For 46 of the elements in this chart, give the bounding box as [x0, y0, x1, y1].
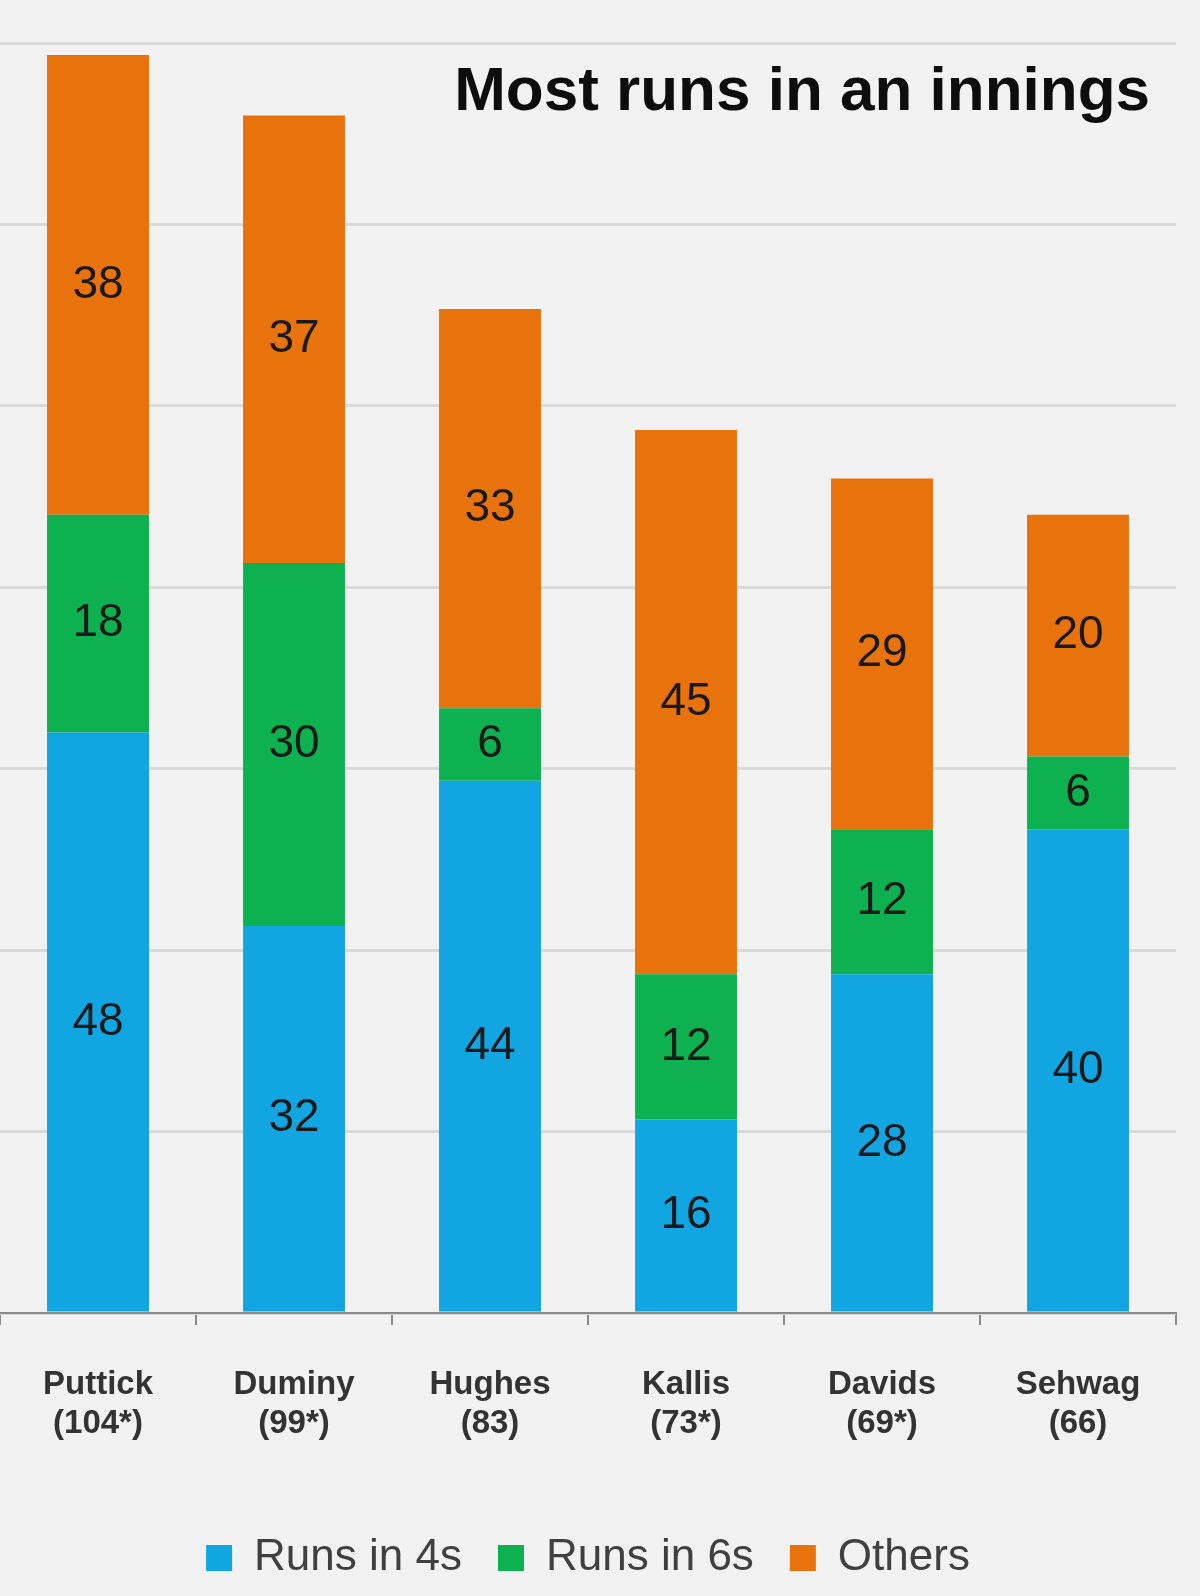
x-tick-label: Hughes (83): [429, 1363, 551, 1441]
data-label: 32: [268, 1089, 320, 1142]
legend-label: Runs in 4s: [254, 1530, 462, 1580]
x-tick-label: Puttick (104*): [42, 1363, 154, 1441]
x-tick-label: Sehwag (66): [1015, 1363, 1141, 1441]
bar: [1027, 514, 1129, 757]
data-label: 33: [464, 479, 516, 532]
bar: [635, 1119, 737, 1312]
data-label: 12: [660, 1017, 712, 1070]
x-tick-label: Duminy (99*): [233, 1363, 356, 1441]
x-tick-label: Davids (69*): [827, 1363, 937, 1441]
data-label: 45: [660, 672, 712, 725]
x-tick-label: Kallis (73*): [641, 1363, 731, 1441]
bar: [439, 708, 541, 781]
bar: [635, 430, 737, 975]
bar: [1027, 829, 1129, 1312]
data-label: 48: [72, 992, 124, 1045]
bar: [635, 974, 737, 1120]
legend-label: Runs in 6s: [545, 1530, 754, 1580]
data-label: 20: [1052, 606, 1104, 659]
bar: [1027, 756, 1129, 830]
bar: [47, 514, 149, 733]
data-label: 18: [72, 594, 124, 647]
bar: [243, 563, 345, 926]
data-label: 12: [856, 872, 908, 925]
data-label: 37: [268, 310, 320, 363]
bar: [47, 732, 149, 1312]
data-label: 38: [72, 255, 124, 308]
data-label: 44: [464, 1016, 516, 1069]
bar: [243, 115, 345, 564]
bar: [831, 478, 933, 830]
data-label: 40: [1052, 1041, 1104, 1094]
data-label: 6: [477, 715, 503, 768]
data-label: 29: [856, 624, 908, 677]
data-label: 30: [268, 715, 320, 768]
bar: [439, 780, 541, 1312]
chart-title: Most runs in an innings: [454, 54, 1150, 124]
bar: [831, 974, 933, 1312]
bar: [47, 55, 149, 515]
bar: [831, 829, 933, 975]
data-label: 28: [856, 1113, 908, 1166]
data-label: 6: [1065, 763, 1091, 816]
bar: [243, 925, 345, 1312]
bar: [439, 309, 541, 709]
data-label: 16: [660, 1186, 712, 1239]
legend-label: Others: [837, 1530, 970, 1580]
